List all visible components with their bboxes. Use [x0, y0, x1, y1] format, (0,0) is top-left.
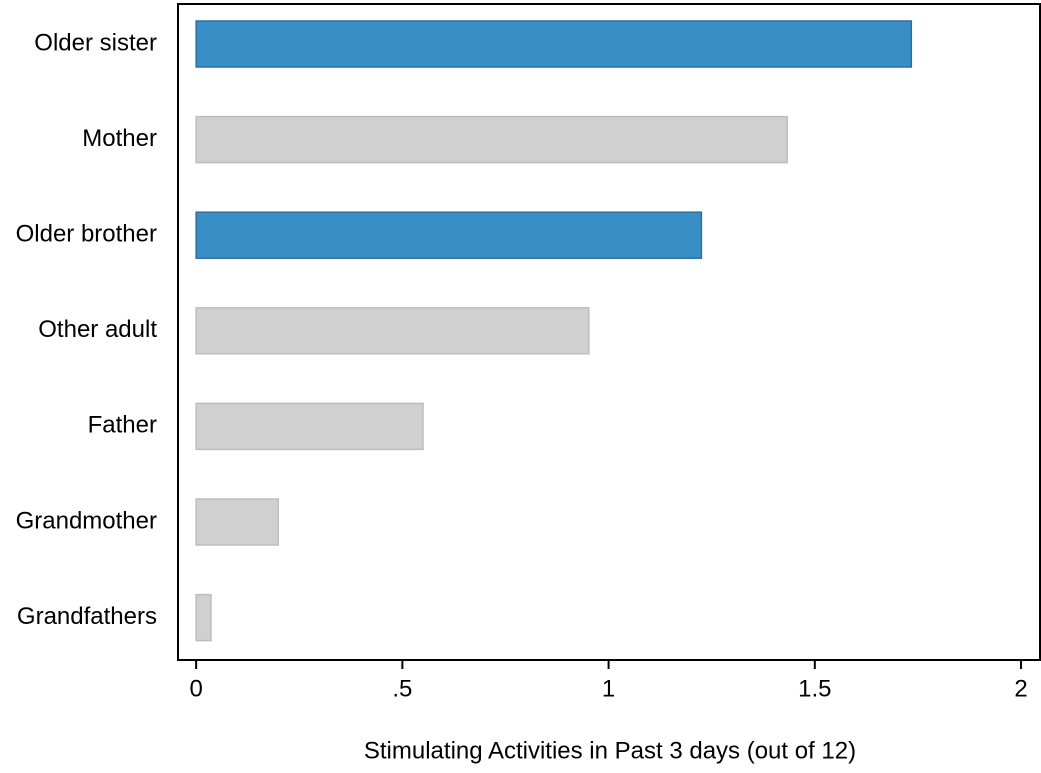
category-label: Older sister [34, 29, 157, 56]
bar [195, 593, 212, 642]
bar [195, 402, 424, 451]
category-label: Father [88, 412, 157, 439]
category-label: Older brother [16, 221, 157, 248]
x-tick-label: .5 [392, 675, 412, 702]
category-label: Other adult [38, 316, 157, 343]
x-tick-label: 1.5 [798, 675, 831, 702]
x-axis-title: Stimulating Activities in Past 3 days (o… [364, 737, 856, 764]
bar [195, 307, 590, 355]
x-tick-label: 1 [602, 675, 615, 702]
category-label: Grandfathers [17, 603, 157, 630]
x-tick-label: 2 [1014, 675, 1027, 702]
bar [195, 211, 703, 259]
category-label: Grandmother [16, 507, 157, 534]
category-label: Mother [82, 125, 157, 152]
bar [195, 20, 913, 68]
bar [195, 115, 788, 164]
bar [195, 498, 279, 546]
x-tick-label: 0 [189, 675, 202, 702]
